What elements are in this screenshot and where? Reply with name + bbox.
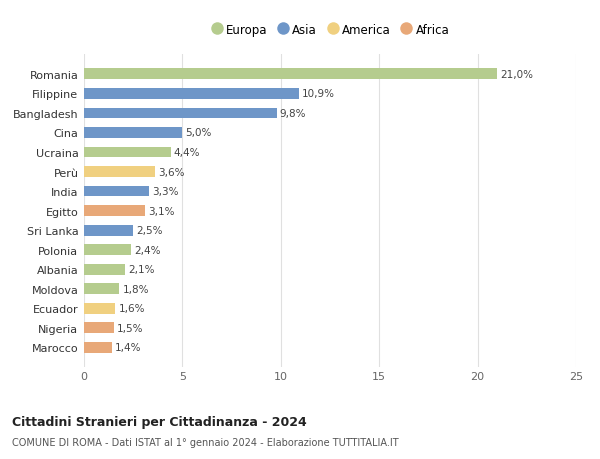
Bar (84, 264, 125, 275)
Text: 3,3%: 3,3% (152, 187, 178, 196)
Text: 1,5%: 1,5% (116, 323, 143, 333)
Bar (84, 108, 277, 119)
Bar (84, 167, 155, 178)
Text: Cittadini Stranieri per Cittadinanza - 2024: Cittadini Stranieri per Cittadinanza - 2… (12, 415, 307, 428)
Text: 21,0%: 21,0% (500, 70, 533, 79)
Bar (84, 284, 119, 295)
Text: 9,8%: 9,8% (280, 109, 307, 118)
Bar (84, 303, 115, 314)
Legend: Europa, Asia, America, Africa: Europa, Asia, America, Africa (211, 23, 449, 36)
Bar (84, 323, 113, 334)
Text: 10,9%: 10,9% (301, 89, 334, 99)
Bar (84, 245, 131, 256)
Bar (84, 225, 133, 236)
Bar (84, 186, 149, 197)
Text: 3,1%: 3,1% (148, 206, 175, 216)
Bar (84, 69, 497, 80)
Text: 2,5%: 2,5% (136, 226, 163, 235)
Text: 1,4%: 1,4% (115, 343, 141, 353)
Bar (84, 128, 182, 139)
Text: 5,0%: 5,0% (185, 128, 212, 138)
Text: 4,4%: 4,4% (173, 148, 200, 157)
Bar (84, 89, 299, 100)
Text: 2,4%: 2,4% (134, 245, 161, 255)
Text: 2,1%: 2,1% (128, 265, 155, 274)
Bar (84, 206, 145, 217)
Bar (84, 147, 170, 158)
Text: COMUNE DI ROMA - Dati ISTAT al 1° gennaio 2024 - Elaborazione TUTTITALIA.IT: COMUNE DI ROMA - Dati ISTAT al 1° gennai… (12, 437, 398, 447)
Text: 1,8%: 1,8% (122, 284, 149, 294)
Bar (84, 342, 112, 353)
Text: 3,6%: 3,6% (158, 167, 184, 177)
Text: 1,6%: 1,6% (118, 304, 145, 313)
